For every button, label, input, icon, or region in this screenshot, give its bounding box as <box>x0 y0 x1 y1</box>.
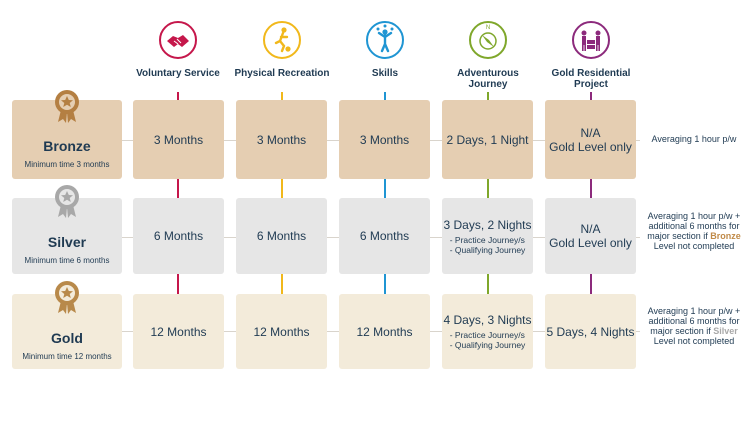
cell-value: 2 Days, 1 Night <box>446 132 529 147</box>
bronze-medal-icon <box>52 88 82 124</box>
note-text: Averaging 1 hour p/w + additional 6 mont… <box>647 306 741 336</box>
journey-sub-item: - Practice Journey/s <box>449 330 525 340</box>
cell-subvalue: Gold Level only <box>549 236 632 250</box>
gold-journey-cell: 4 Days, 3 Nights - Practice Journey/s - … <box>442 294 533 369</box>
silver-journey-cell: 3 Days, 2 Nights - Practice Journey/s - … <box>442 198 533 274</box>
gold-residential-cell: 5 Days, 4 Nights <box>545 294 636 369</box>
gold-level-name: Gold <box>51 330 83 346</box>
silver-physical-cell: 6 Months <box>236 198 327 274</box>
cell-value: 12 Months <box>150 324 207 339</box>
voluntary-line-1 <box>177 92 179 100</box>
journey-sublist: - Practice Journey/s - Qualifying Journe… <box>450 235 526 255</box>
voluntary-line-3 <box>177 274 179 294</box>
note-text: Level not completed <box>653 241 735 251</box>
silver-level-card <box>12 198 122 274</box>
journey-sub-item: - Qualifying Journey <box>449 340 526 350</box>
column-title-voluntary-service: Voluntary Service <box>136 68 220 79</box>
column-title-adventurous-journey: Adventurous Journey <box>457 68 519 90</box>
bronze-residential-cell: N/A Gold Level only <box>545 100 636 179</box>
cell-subvalue: Gold Level only <box>549 139 632 154</box>
bronze-voluntary-cell: 3 Months <box>133 100 224 179</box>
gold-physical-cell: 12 Months <box>236 294 327 369</box>
note-text: Averaging 1 hour p/w + additional 6 mont… <box>647 211 741 241</box>
bronze-journey-cell: 2 Days, 1 Night <box>442 100 533 179</box>
gold-skills-cell: 12 Months <box>339 294 430 369</box>
note-text: Level not completed <box>653 336 735 346</box>
journey-sublist: - Practice Journey/s - Qualifying Journe… <box>450 330 526 350</box>
juggler-icon <box>365 20 405 60</box>
silver-medal-icon <box>52 183 82 219</box>
cell-value: 12 Months <box>356 324 413 339</box>
handshake-icon <box>158 20 198 60</box>
note-highlight: Silver <box>713 326 738 336</box>
gold-level-card <box>12 294 122 369</box>
silver-residential-cell: N/A Gold Level only <box>545 198 636 274</box>
cell-value: 6 Months <box>153 229 204 243</box>
silver-voluntary-cell: 6 Months <box>133 198 224 274</box>
adventurous-line-2 <box>487 179 489 198</box>
football-player-icon <box>262 20 302 60</box>
gold-voluntary-cell: 12 Months <box>133 294 224 369</box>
skills-line-3 <box>384 274 386 294</box>
gold-min-time: Minimum time 12 months <box>22 352 112 361</box>
cell-value: 3 Days, 2 Nights <box>443 217 532 232</box>
skills-line-1 <box>384 92 386 100</box>
adventurous-line-1 <box>487 92 489 100</box>
silver-skills-cell: 6 Months <box>339 198 430 274</box>
compass-icon: N <box>468 20 508 60</box>
cell-value: 3 Months <box>153 132 204 147</box>
note-highlight: Bronze <box>710 231 741 241</box>
silver-note: Averaging 1 hour p/w + additional 6 mont… <box>642 211 746 251</box>
cell-value: N/A <box>580 125 601 140</box>
column-title-gold-residential-project: Gold Residential Project <box>551 68 631 90</box>
physical-line-3 <box>281 274 283 294</box>
voluntary-line-2 <box>177 179 179 198</box>
svg-text:N: N <box>486 25 490 31</box>
cell-value: 12 Months <box>253 324 310 339</box>
gold-medal-icon <box>52 279 82 315</box>
journey-sub-item: - Practice Journey/s <box>449 234 525 245</box>
column-title-physical-recreation: Physical Recreation <box>234 68 330 79</box>
cell-value: 6 Months <box>359 229 410 243</box>
group-people-icon <box>571 20 611 60</box>
cell-value: 3 Months <box>256 132 307 147</box>
residential-line-1 <box>590 92 592 100</box>
bronze-note: Averaging 1 hour p/w <box>642 134 746 144</box>
bronze-skills-cell: 3 Months <box>339 100 430 179</box>
note-text: Averaging 1 hour p/w <box>651 134 737 144</box>
cell-value: 5 Days, 4 Nights <box>546 324 635 339</box>
adventurous-line-3 <box>487 274 489 294</box>
cell-value: N/A <box>580 222 601 236</box>
bronze-physical-cell: 3 Months <box>236 100 327 179</box>
bronze-level-name: Bronze <box>43 138 91 154</box>
bronze-min-time: Minimum time 3 months <box>24 160 110 169</box>
skills-line-2 <box>384 179 386 198</box>
journey-sub-item: - Qualifying Journey <box>449 244 526 255</box>
silver-level-name: Silver <box>47 234 87 250</box>
residential-line-3 <box>590 274 592 294</box>
column-title-skills: Skills <box>371 68 399 79</box>
cell-value: 3 Months <box>359 132 410 147</box>
gold-note: Averaging 1 hour p/w + additional 6 mont… <box>642 306 746 346</box>
physical-line-2 <box>281 179 283 198</box>
physical-line-1 <box>281 92 283 100</box>
cell-value: 4 Days, 3 Nights <box>443 313 532 327</box>
residential-line-2 <box>590 179 592 198</box>
cell-value: 6 Months <box>256 229 307 243</box>
silver-min-time: Minimum time 6 months <box>24 256 110 265</box>
